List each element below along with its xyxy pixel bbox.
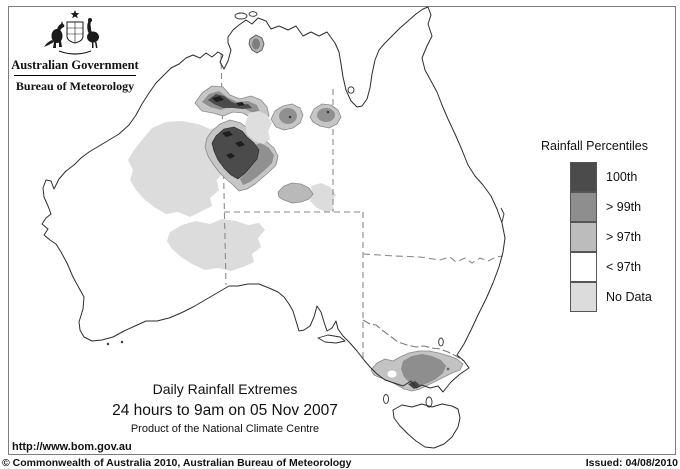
rainfall-regions <box>194 34 464 392</box>
government-header: Australian Government Bureau of Meteorol… <box>10 9 140 94</box>
map-product: Product of the National Climate Centre <box>130 423 320 435</box>
region-barkly-west <box>270 103 304 131</box>
no-data-patch-wa-south <box>167 219 265 271</box>
island-tiwi-2 <box>248 11 258 17</box>
island-bass <box>438 337 444 347</box>
legend-title: Rainfall Percentiles <box>541 139 648 153</box>
island-recherche-1 <box>106 342 110 346</box>
map-caption: Daily Rainfall Extremes 24 hours to 9am … <box>85 381 365 435</box>
legend-item-lt97th: < 97th <box>570 251 652 282</box>
coastline-tasmania <box>392 403 461 449</box>
island-recherche-2 <box>120 340 124 344</box>
no-data-patch-nt-east <box>310 183 336 212</box>
legend-swatch-lt97th <box>570 251 597 282</box>
islands <box>106 11 505 408</box>
gov-agency: Bureau of Meteorology <box>15 79 135 93</box>
region-central-victoria <box>370 350 464 392</box>
island-kangaroo <box>317 334 346 344</box>
no-data-patch-centre <box>245 111 272 144</box>
legend-label-no-data: No Data <box>606 290 652 304</box>
region-top-end <box>248 34 265 54</box>
gov-divider <box>14 75 136 76</box>
legend-swatch-gt99th <box>570 191 597 222</box>
island-fraser <box>500 207 505 223</box>
issued-date: Issued: 04/08/2010 <box>585 457 678 469</box>
legend-label-100th: 100th <box>606 170 638 184</box>
rainfall-legend: 100th > 99th > 97th < 97th No Data <box>570 162 652 312</box>
legend-swatch-gt97th <box>570 221 597 252</box>
legend-item-100th: 100th <box>570 162 652 192</box>
map-frame-border <box>8 6 676 455</box>
border-qld-nsw <box>362 253 504 264</box>
gov-title: Australian Government <box>11 58 139 72</box>
island-flinders <box>425 396 433 408</box>
legend-label-lt97th: < 97th <box>606 260 642 274</box>
map-period: 24 hours to 9am on 05 Nov 2007 <box>112 402 338 419</box>
state-borders <box>220 52 504 362</box>
legend-swatch-100th <box>570 162 597 192</box>
map-title: Daily Rainfall Extremes <box>152 381 298 397</box>
no-data-patch-wa-north <box>128 121 227 217</box>
bom-url: http://www.bom.gov.au <box>12 441 132 453</box>
coastlines <box>41 6 506 449</box>
region-nt-qld-border <box>309 103 342 129</box>
border-wa <box>220 52 227 286</box>
legend-label-gt97th: > 97th <box>606 230 642 244</box>
island-king <box>383 394 389 404</box>
region-south-of-alice <box>277 182 314 204</box>
legend-item-gt97th: > 97th <box>570 221 652 252</box>
coat-of-arms-icon <box>44 10 99 55</box>
copyright-text: © Commonwealth of Australia 2010, Austra… <box>2 457 352 469</box>
coastline-mainland <box>41 6 506 393</box>
legend-item-gt99th: > 99th <box>570 191 652 222</box>
legend-item-no-data: No Data <box>570 281 652 312</box>
island-groote <box>347 86 355 94</box>
border-nsw-vic-murray <box>362 319 465 362</box>
legend-swatch-no-data <box>570 281 597 312</box>
island-tiwi <box>234 12 248 20</box>
no-data-patches <box>128 121 336 271</box>
legend-label-gt99th: > 99th <box>606 200 642 214</box>
